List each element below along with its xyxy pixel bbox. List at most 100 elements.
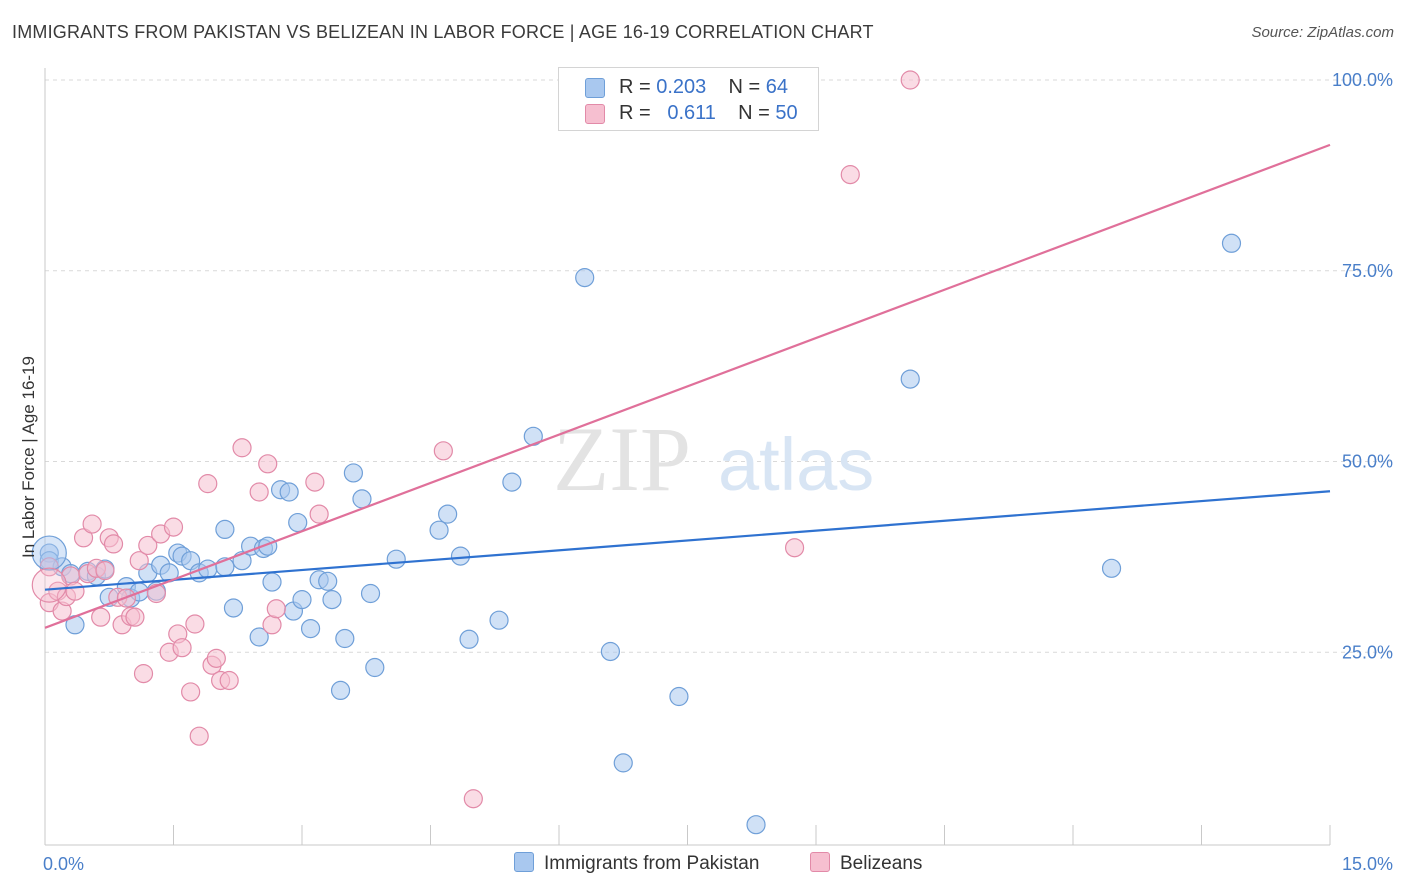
chart-source: Source: ZipAtlas.com — [1251, 24, 1394, 41]
legend-text-pakistan: R = 0.203 N = 64 — [619, 76, 788, 99]
data-point-pakistan — [489, 610, 509, 630]
data-point-belizeans — [198, 474, 218, 494]
legend-n-label: N = — [738, 102, 770, 124]
data-point-pakistan — [1101, 558, 1122, 578]
data-point-belizeans — [138, 535, 158, 556]
data-point-belizeans — [31, 567, 67, 603]
data-point-belizeans — [163, 517, 184, 537]
data-point-belizeans — [249, 482, 269, 502]
data-point-belizeans — [219, 670, 239, 691]
data-point-belizeans — [463, 789, 483, 809]
legend-row-pakistan: R = 0.203 N = 64 — [559, 76, 818, 102]
data-point-belizeans — [309, 504, 329, 524]
watermark-zip: ZIP — [553, 408, 691, 510]
data-point-pakistan — [360, 583, 381, 604]
data-point-pakistan — [249, 627, 269, 647]
legend-n-value: 50 — [775, 102, 798, 124]
data-point-pakistan — [450, 546, 471, 566]
data-point-pakistan — [330, 680, 351, 701]
data-point-belizeans — [95, 561, 115, 581]
data-point-pakistan — [900, 369, 920, 389]
data-point-belizeans — [129, 551, 149, 571]
data-point-pakistan — [613, 753, 633, 773]
legend-n-label: N = — [728, 76, 761, 98]
data-point-belizeans — [206, 648, 226, 668]
data-point-pakistan — [365, 657, 385, 678]
data-point-pakistan — [600, 641, 621, 662]
legend-r-value: 0.203 — [656, 76, 707, 98]
stats-legend: R = 0.203 N = 64 R = 0.611 N = 50 — [558, 67, 819, 131]
legend-swatch-pink — [585, 104, 605, 124]
labels-layer: 25.0% 50.0% 75.0% 100.0% 0.0% 15.0% In Labor F… — [19, 70, 1393, 874]
data-point-belizeans — [91, 607, 111, 627]
series-legend: Immigrants from Pakistan Belizeans — [0, 850, 1406, 880]
y-tick-label: 25.0% — [1342, 642, 1393, 662]
data-point-pakistan — [215, 519, 235, 540]
data-point-pakistan — [746, 815, 766, 835]
data-point-pakistan — [292, 590, 312, 610]
series-swatch-blue — [514, 852, 534, 872]
data-point-belizeans — [125, 607, 145, 627]
data-point-belizeans — [172, 638, 192, 658]
y-axis-title: In Labor Force | Age 16-19 — [19, 356, 38, 558]
data-point-belizeans — [146, 583, 166, 604]
data-point-belizeans — [266, 599, 286, 619]
data-point-belizeans — [784, 538, 805, 558]
x-tick-label: 0.0% — [43, 854, 84, 874]
chart-title: IMMIGRANTS FROM PAKISTAN VS BELIZEAN IN … — [12, 22, 874, 42]
data-point-pakistan — [343, 463, 363, 483]
data-point-pakistan — [1221, 233, 1242, 253]
data-point-belizeans — [73, 528, 94, 548]
legend-swatch-blue — [585, 78, 605, 98]
data-point-pakistan — [575, 268, 595, 288]
data-point-pakistan — [322, 590, 342, 610]
data-point-belizeans — [258, 454, 278, 474]
data-point-pakistan — [386, 549, 406, 569]
data-point-belizeans — [840, 165, 860, 185]
data-point-belizeans — [39, 557, 59, 577]
series-legend-belizeans[interactable]: Belizeans — [810, 852, 922, 875]
watermark-atlas: atlas — [718, 423, 874, 506]
data-point-pakistan — [335, 628, 355, 649]
data-point-pakistan — [429, 520, 449, 540]
data-point-pakistan — [669, 686, 689, 707]
y-tick-label: 50.0% — [1342, 452, 1393, 472]
data-point-belizeans — [305, 472, 325, 492]
points-layer — [31, 70, 1242, 835]
data-point-belizeans — [900, 70, 920, 90]
data-point-pakistan — [223, 598, 244, 618]
series-swatch-pink — [810, 852, 830, 872]
trend-line-belizeans — [44, 143, 1331, 629]
data-point-pakistan — [438, 504, 458, 524]
data-point-pakistan — [262, 572, 282, 592]
data-point-belizeans — [181, 682, 201, 702]
data-point-pakistan — [502, 472, 522, 492]
data-point-pakistan — [31, 535, 67, 571]
trend-line-pakistan — [44, 490, 1331, 591]
data-point-belizeans — [133, 664, 154, 684]
data-point-pakistan — [318, 571, 338, 591]
y-tick-label: 100.0% — [1332, 70, 1393, 90]
data-point-pakistan — [288, 512, 308, 533]
series-label-belizeans: Belizeans — [840, 853, 923, 874]
legend-r-label: R = — [619, 76, 651, 98]
legend-n-value: 64 — [765, 76, 789, 98]
data-point-belizeans — [433, 441, 453, 461]
y-tick-label: 75.0% — [1342, 261, 1393, 281]
watermark: ZIP atlas — [553, 408, 874, 510]
axis-layer — [44, 68, 1331, 846]
data-point-belizeans — [189, 726, 209, 746]
series-label-pakistan: Immigrants from Pakistan — [544, 853, 760, 874]
data-point-belizeans — [232, 438, 252, 458]
x-tick-label: 15.0% — [1342, 854, 1393, 874]
legend-text-belizeans: R = 0.611 N = 50 — [619, 102, 798, 125]
data-point-belizeans — [65, 581, 85, 601]
legend-row-belizeans: R = 0.611 N = 50 — [559, 102, 818, 128]
series-legend-pakistan[interactable]: Immigrants from Pakistan — [514, 852, 759, 875]
trend-layer — [44, 143, 1331, 629]
legend-r-label: R = — [619, 102, 651, 124]
data-point-pakistan — [300, 618, 321, 639]
data-point-belizeans — [262, 615, 282, 635]
data-point-belizeans — [82, 514, 102, 534]
